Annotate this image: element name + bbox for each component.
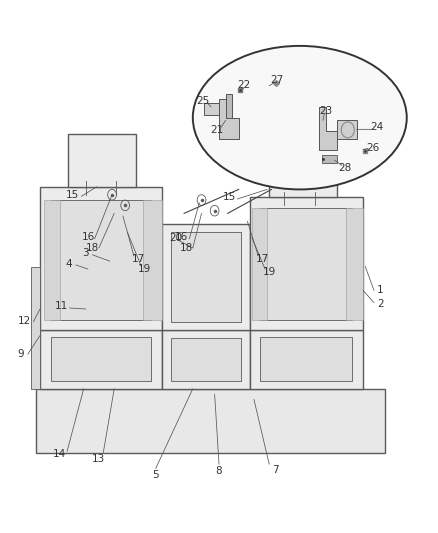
- Polygon shape: [40, 330, 162, 389]
- Polygon shape: [269, 144, 337, 197]
- Text: 5: 5: [152, 470, 159, 480]
- Text: 14: 14: [53, 449, 66, 458]
- Text: 3: 3: [82, 248, 89, 258]
- Text: 16: 16: [81, 232, 95, 243]
- Polygon shape: [31, 266, 40, 389]
- Text: 7: 7: [272, 465, 279, 474]
- Polygon shape: [143, 200, 162, 320]
- Text: 25: 25: [196, 95, 209, 106]
- Text: 28: 28: [338, 163, 351, 173]
- Polygon shape: [44, 200, 60, 320]
- Polygon shape: [35, 389, 385, 453]
- Text: 16: 16: [175, 232, 188, 243]
- Polygon shape: [319, 107, 337, 150]
- Text: 4: 4: [65, 259, 72, 269]
- Text: 15: 15: [223, 192, 237, 203]
- Polygon shape: [162, 224, 250, 330]
- Text: 24: 24: [371, 122, 384, 132]
- Text: 15: 15: [66, 190, 79, 200]
- Polygon shape: [68, 134, 136, 187]
- Text: 20: 20: [169, 233, 182, 244]
- Text: 1: 1: [377, 286, 384, 295]
- Polygon shape: [337, 120, 357, 139]
- Polygon shape: [250, 197, 363, 330]
- Text: 17: 17: [131, 254, 145, 263]
- Text: 12: 12: [18, 316, 32, 326]
- Text: 9: 9: [17, 349, 24, 359]
- Polygon shape: [51, 337, 151, 381]
- Polygon shape: [346, 208, 363, 320]
- Text: 8: 8: [215, 466, 223, 476]
- Polygon shape: [261, 337, 352, 381]
- Polygon shape: [321, 155, 337, 163]
- Polygon shape: [171, 338, 241, 381]
- Text: 26: 26: [366, 143, 379, 154]
- Polygon shape: [51, 200, 151, 320]
- Text: 18: 18: [86, 243, 99, 253]
- Text: 27: 27: [270, 76, 283, 85]
- Text: 19: 19: [263, 267, 276, 277]
- Text: 23: 23: [319, 106, 332, 116]
- Text: 13: 13: [92, 454, 106, 464]
- Polygon shape: [40, 187, 162, 330]
- Text: 18: 18: [180, 243, 193, 253]
- Polygon shape: [204, 103, 219, 115]
- Polygon shape: [171, 232, 241, 322]
- Polygon shape: [252, 208, 267, 320]
- Text: 22: 22: [238, 80, 251, 90]
- Polygon shape: [261, 208, 352, 320]
- Text: 17: 17: [256, 254, 269, 263]
- Polygon shape: [219, 99, 239, 139]
- Text: 11: 11: [55, 301, 68, 311]
- Polygon shape: [226, 94, 232, 118]
- Ellipse shape: [193, 46, 407, 189]
- Polygon shape: [162, 330, 250, 389]
- Text: 19: 19: [138, 264, 152, 274]
- Text: 21: 21: [211, 125, 224, 135]
- Polygon shape: [250, 330, 363, 389]
- Text: 2: 2: [377, 298, 384, 309]
